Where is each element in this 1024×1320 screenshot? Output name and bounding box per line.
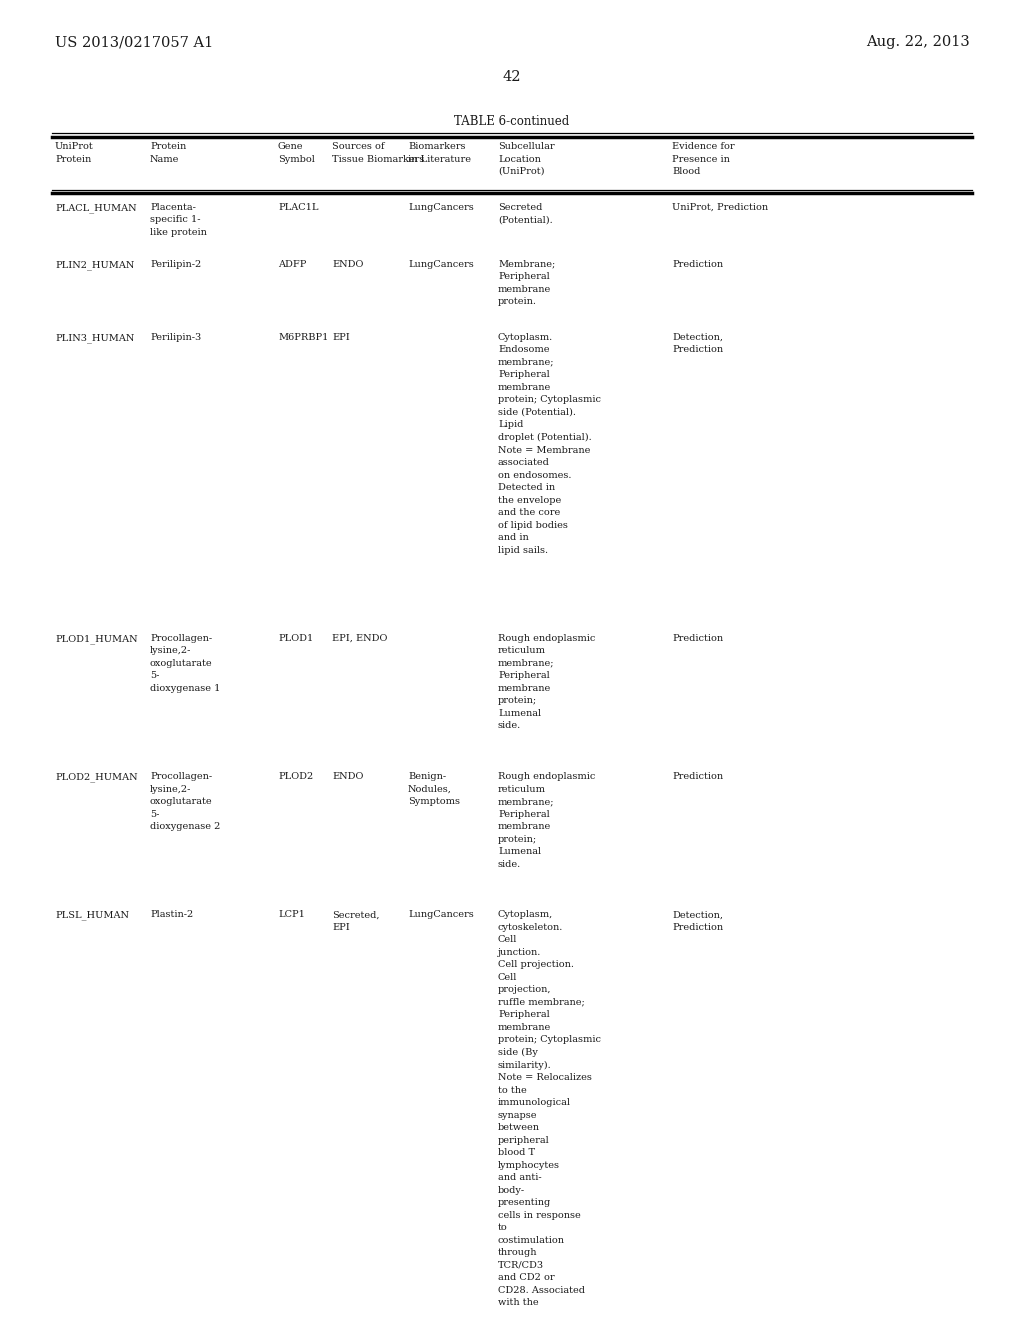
Text: ENDO: ENDO — [332, 772, 364, 781]
Text: PLIN3_HUMAN: PLIN3_HUMAN — [55, 333, 134, 343]
Text: Procollagen-
lysine,2-
oxoglutarate
5-
dioxygenase 1: Procollagen- lysine,2- oxoglutarate 5- d… — [150, 634, 220, 693]
Text: Gene
Symbol: Gene Symbol — [278, 143, 314, 164]
Text: Subcellular
Location
(UniProt): Subcellular Location (UniProt) — [498, 143, 555, 176]
Text: PLOD1: PLOD1 — [278, 634, 313, 643]
Text: Prediction: Prediction — [672, 772, 723, 781]
Text: Detection,
Prediction: Detection, Prediction — [672, 911, 723, 932]
Text: LungCancers: LungCancers — [408, 911, 474, 919]
Text: Procollagen-
lysine,2-
oxoglutarate
5-
dioxygenase 2: Procollagen- lysine,2- oxoglutarate 5- d… — [150, 772, 220, 832]
Text: Cytoplasm,
cytoskeleton.
Cell
junction.
Cell projection.
Cell
projection,
ruffle: Cytoplasm, cytoskeleton. Cell junction. … — [498, 911, 601, 1307]
Text: Secreted,
EPI: Secreted, EPI — [332, 911, 380, 932]
Text: UniProt
Protein: UniProt Protein — [55, 143, 94, 164]
Text: ADFP: ADFP — [278, 260, 306, 269]
Text: ENDO: ENDO — [332, 260, 364, 269]
Text: PLIN2_HUMAN: PLIN2_HUMAN — [55, 260, 134, 269]
Text: Aug. 22, 2013: Aug. 22, 2013 — [866, 36, 970, 49]
Text: Rough endoplasmic
reticulum
membrane;
Peripheral
membrane
protein;
Lumenal
side.: Rough endoplasmic reticulum membrane; Pe… — [498, 772, 595, 869]
Text: PLACL_HUMAN: PLACL_HUMAN — [55, 203, 136, 213]
Text: Perilipin-2: Perilipin-2 — [150, 260, 202, 269]
Text: Secreted
(Potential).: Secreted (Potential). — [498, 203, 553, 224]
Text: Placenta-
specific 1-
like protein: Placenta- specific 1- like protein — [150, 203, 207, 238]
Text: EPI, ENDO: EPI, ENDO — [332, 634, 387, 643]
Text: Plastin-2: Plastin-2 — [150, 911, 194, 919]
Text: US 2013/0217057 A1: US 2013/0217057 A1 — [55, 36, 213, 49]
Text: Detection,
Prediction: Detection, Prediction — [672, 333, 723, 355]
Text: Membrane;
Peripheral
membrane
protein.: Membrane; Peripheral membrane protein. — [498, 260, 555, 306]
Text: LCP1: LCP1 — [278, 911, 305, 919]
Text: TABLE 6-continued: TABLE 6-continued — [455, 115, 569, 128]
Text: Cytoplasm.
Endosome
membrane;
Peripheral
membrane
protein; Cytoplasmic
side (Pot: Cytoplasm. Endosome membrane; Peripheral… — [498, 333, 601, 554]
Text: EPI: EPI — [332, 333, 350, 342]
Text: Benign-
Nodules,
Symptoms: Benign- Nodules, Symptoms — [408, 772, 460, 807]
Text: LungCancers: LungCancers — [408, 260, 474, 269]
Text: PLAC1L: PLAC1L — [278, 203, 318, 213]
Text: PLOD2_HUMAN: PLOD2_HUMAN — [55, 772, 137, 781]
Text: PLSL_HUMAN: PLSL_HUMAN — [55, 911, 129, 920]
Text: 42: 42 — [503, 70, 521, 84]
Text: M6PRBP1: M6PRBP1 — [278, 333, 329, 342]
Text: UniProt, Prediction: UniProt, Prediction — [672, 203, 768, 213]
Text: Sources of
Tissue Biomarkers: Sources of Tissue Biomarkers — [332, 143, 424, 164]
Text: Rough endoplasmic
reticulum
membrane;
Peripheral
membrane
protein;
Lumenal
side.: Rough endoplasmic reticulum membrane; Pe… — [498, 634, 595, 730]
Text: Protein
Name: Protein Name — [150, 143, 186, 164]
Text: LungCancers: LungCancers — [408, 203, 474, 213]
Text: PLOD2: PLOD2 — [278, 772, 313, 781]
Text: Perilipin-3: Perilipin-3 — [150, 333, 202, 342]
Text: Evidence for
Presence in
Blood: Evidence for Presence in Blood — [672, 143, 734, 176]
Text: Prediction: Prediction — [672, 260, 723, 269]
Text: Prediction: Prediction — [672, 634, 723, 643]
Text: PLOD1_HUMAN: PLOD1_HUMAN — [55, 634, 137, 644]
Text: Biomarkers
in Literature: Biomarkers in Literature — [408, 143, 471, 164]
